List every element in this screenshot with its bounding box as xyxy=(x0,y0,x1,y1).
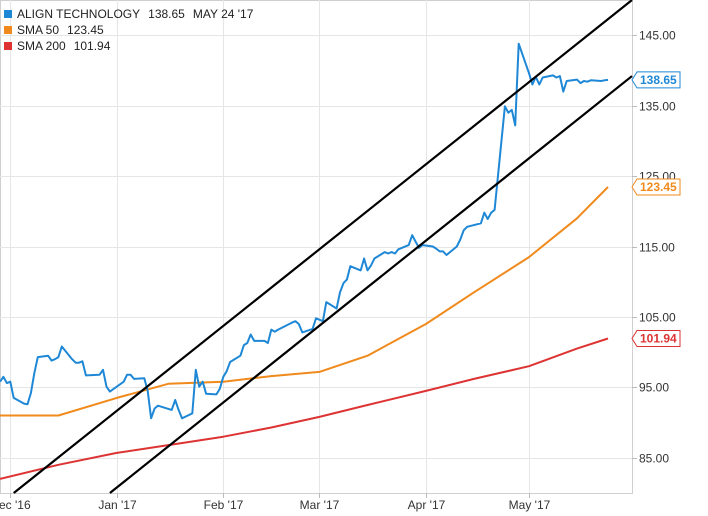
upper-channel-line xyxy=(13,0,633,494)
trend-lines xyxy=(13,0,633,494)
legend-item-sma50: SMA 50 123.45 xyxy=(4,22,253,38)
y-tick-label: 105.00 xyxy=(639,311,676,325)
legend-last-price: 138.65 xyxy=(148,7,185,21)
last-value-label: 138.65 xyxy=(640,73,677,87)
series-lines xyxy=(0,42,609,480)
y-tick-label: 115.00 xyxy=(639,241,675,255)
legend-title: ALIGN TECHNOLOGY xyxy=(17,7,141,21)
y-tick-label: 145.00 xyxy=(639,29,676,43)
legend-swatch-sma50 xyxy=(4,26,12,34)
y-tick-label: 85.00 xyxy=(639,452,669,466)
legend-swatch-sma200 xyxy=(4,42,12,50)
last-price-labels: 138.65 123.45 101.94 xyxy=(631,71,681,347)
x-tick-label: Apr '17 xyxy=(408,498,446,512)
x-tick-label: Mar '17 xyxy=(300,498,340,512)
x-tick-label: Feb '17 xyxy=(204,498,244,512)
legend-item-price: ALIGN TECHNOLOGY 138.65 MAY 24 '17 xyxy=(4,6,253,22)
last-value-align-technology: 138.65 xyxy=(631,71,681,89)
legend-sma50-value: 123.45 xyxy=(67,23,104,37)
y-tick-label: 95.00 xyxy=(639,381,669,395)
legend-date: MAY 24 '17 xyxy=(192,7,254,21)
legend-item-sma200: SMA 200 101.94 xyxy=(4,38,253,54)
last-value-sma-200: 101.94 xyxy=(631,329,681,347)
series-line-sma-200 xyxy=(0,337,609,480)
x-axis: Dec '16 Jan '17 Feb '17 Mar '17 Apr '17 May '… xyxy=(0,493,551,512)
x-tick-label: Jan '17 xyxy=(98,498,137,512)
y-tick-label: 135.00 xyxy=(639,100,676,114)
legend-sma200-name: SMA 200 xyxy=(17,39,66,53)
legend-swatch-price xyxy=(4,10,12,18)
x-tick-label: May '17 xyxy=(509,498,551,512)
last-value-sma-50: 123.45 xyxy=(631,178,681,196)
lower-channel-line xyxy=(109,75,633,494)
legend: ALIGN TECHNOLOGY 138.65 MAY 24 '17 SMA 5… xyxy=(4,6,253,54)
series-line-align-technology xyxy=(0,42,609,420)
x-tick-label: Dec '16 xyxy=(0,498,31,512)
series-line-sma-50 xyxy=(0,186,609,417)
last-value-label: 123.45 xyxy=(640,180,677,194)
last-value-label: 101.94 xyxy=(640,331,677,345)
legend-sma50-name: SMA 50 xyxy=(17,23,60,37)
legend-sma200-value: 101.94 xyxy=(73,39,111,53)
